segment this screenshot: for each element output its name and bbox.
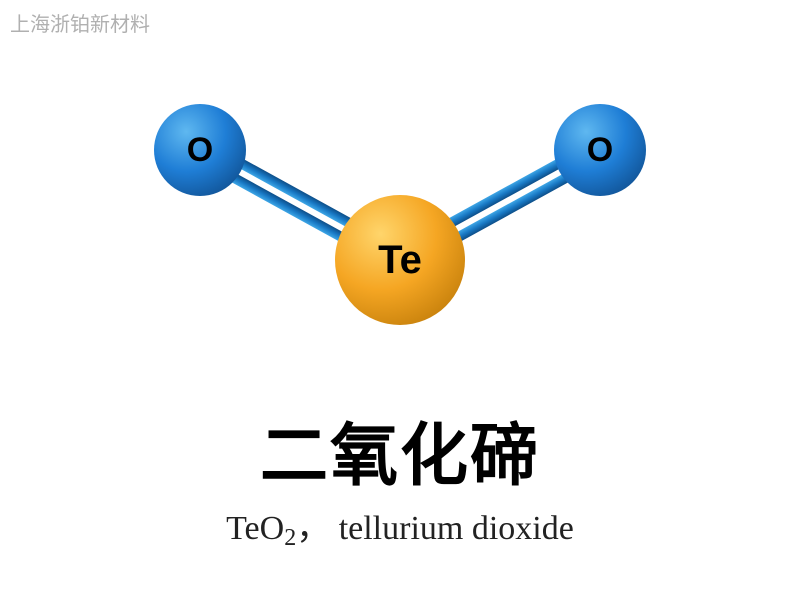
compound-formula-en: TeO2， tellurium dioxide bbox=[0, 500, 800, 549]
watermark-text: 上海浙铂新材料 bbox=[10, 8, 150, 37]
formula-separator: ， bbox=[296, 510, 330, 547]
compound-name-en: tellurium dioxide bbox=[339, 510, 574, 547]
tellurium-atom-label: Te bbox=[378, 238, 422, 283]
oxygen-atom-right-label: O bbox=[587, 131, 613, 170]
tellurium-atom: Te bbox=[335, 195, 465, 325]
oxygen-atom-right: O bbox=[554, 104, 646, 196]
formula-base: TeO bbox=[226, 510, 284, 547]
oxygen-atom-left-label: O bbox=[187, 131, 213, 170]
molecule-diagram: O O Te bbox=[0, 60, 800, 380]
oxygen-atom-left: O bbox=[154, 104, 246, 196]
formula-subscript: 2 bbox=[284, 525, 296, 551]
compound-name-cn: 二氧化碲 bbox=[0, 400, 800, 499]
